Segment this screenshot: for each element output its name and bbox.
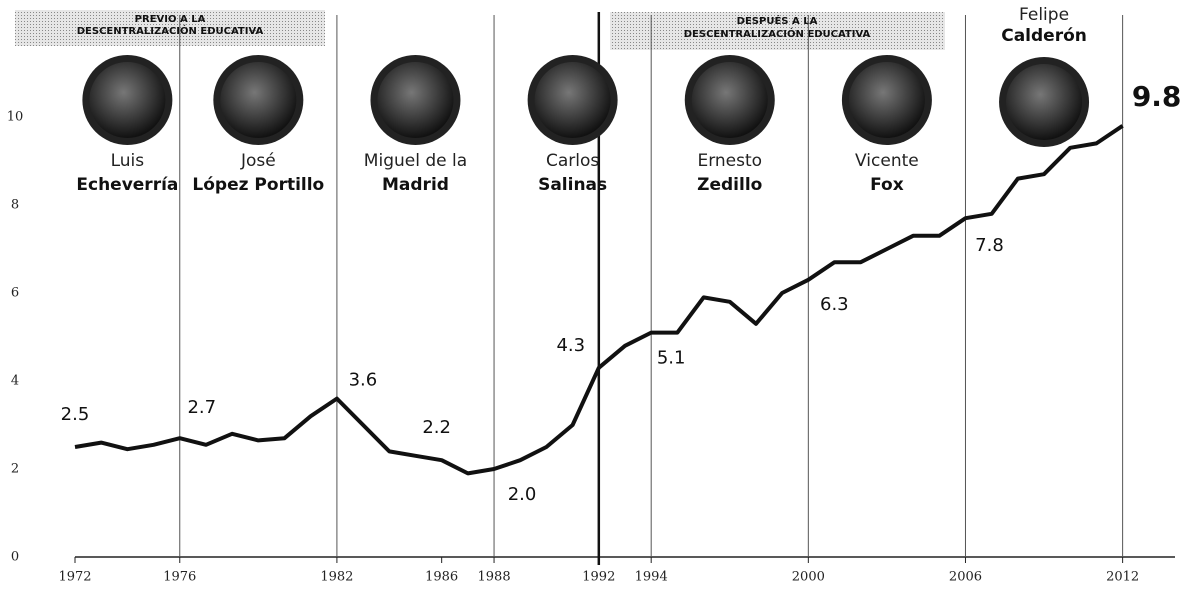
- portrait-face: [377, 62, 453, 138]
- value-label: 2.5: [61, 404, 90, 425]
- value-label: 2.2: [422, 417, 451, 438]
- president-last: Echeverría: [76, 175, 178, 195]
- x-tick-label: 1972: [58, 570, 91, 585]
- y-tick-label: 6: [11, 286, 19, 301]
- value-label: 5.1: [657, 348, 686, 369]
- value-label: 6.3: [820, 294, 849, 315]
- x-tick-label: 2006: [949, 570, 982, 585]
- y-tick-label: 2: [11, 462, 19, 477]
- portrait-face: [89, 62, 165, 138]
- president-first: José: [240, 151, 276, 171]
- y-tick-label: 0: [11, 550, 19, 565]
- x-tick-label: 2012: [1106, 570, 1139, 585]
- president-last: Madrid: [382, 175, 449, 195]
- value-label: 9.8: [1132, 80, 1182, 113]
- period-title: DESCENTRALIZACIÓN EDUCATIVA: [684, 27, 871, 40]
- y-tick-label: 10: [7, 110, 24, 125]
- x-tick-label: 1994: [635, 570, 668, 585]
- value-label: 4.3: [556, 335, 585, 356]
- president-last: Fox: [870, 175, 904, 195]
- value-label: 2.0: [508, 484, 537, 505]
- x-tick-label: 1982: [320, 570, 353, 585]
- president-first: Miguel de la: [364, 151, 467, 171]
- period-title: DESPUÉS A LA: [737, 14, 818, 27]
- portrait-face: [692, 62, 768, 138]
- president-last: López Portillo: [192, 175, 324, 195]
- portrait-face: [1006, 64, 1082, 140]
- value-label: 2.7: [187, 397, 216, 418]
- x-tick-label: 1988: [478, 570, 511, 585]
- president-last: Salinas: [538, 175, 607, 195]
- portrait-face: [535, 62, 611, 138]
- president-first: Felipe: [1019, 5, 1069, 25]
- president-first: Luis: [111, 151, 145, 171]
- x-tick-label: 1976: [163, 570, 196, 585]
- portrait-face: [220, 62, 296, 138]
- president-first: Carlos: [546, 151, 599, 171]
- chart: PREVIO A LADESCENTRALIZACIÓN EDUCATIVADE…: [0, 0, 1184, 594]
- portrait-face: [849, 62, 925, 138]
- president-first: Vicente: [855, 151, 919, 171]
- x-tick-label: 2000: [792, 570, 825, 585]
- president-last: Calderón: [1001, 26, 1087, 46]
- president-first: Ernesto: [697, 151, 762, 171]
- period-title: PREVIO A LA: [135, 14, 206, 25]
- x-tick-label: 1992: [582, 570, 615, 585]
- president-last: Zedillo: [697, 175, 762, 195]
- y-tick-label: 8: [11, 198, 19, 213]
- y-tick-label: 4: [11, 374, 19, 389]
- value-label: 3.6: [349, 370, 378, 391]
- value-label: 7.8: [975, 235, 1004, 256]
- x-tick-label: 1986: [425, 570, 458, 585]
- period-title: DESCENTRALIZACIÓN EDUCATIVA: [77, 24, 264, 37]
